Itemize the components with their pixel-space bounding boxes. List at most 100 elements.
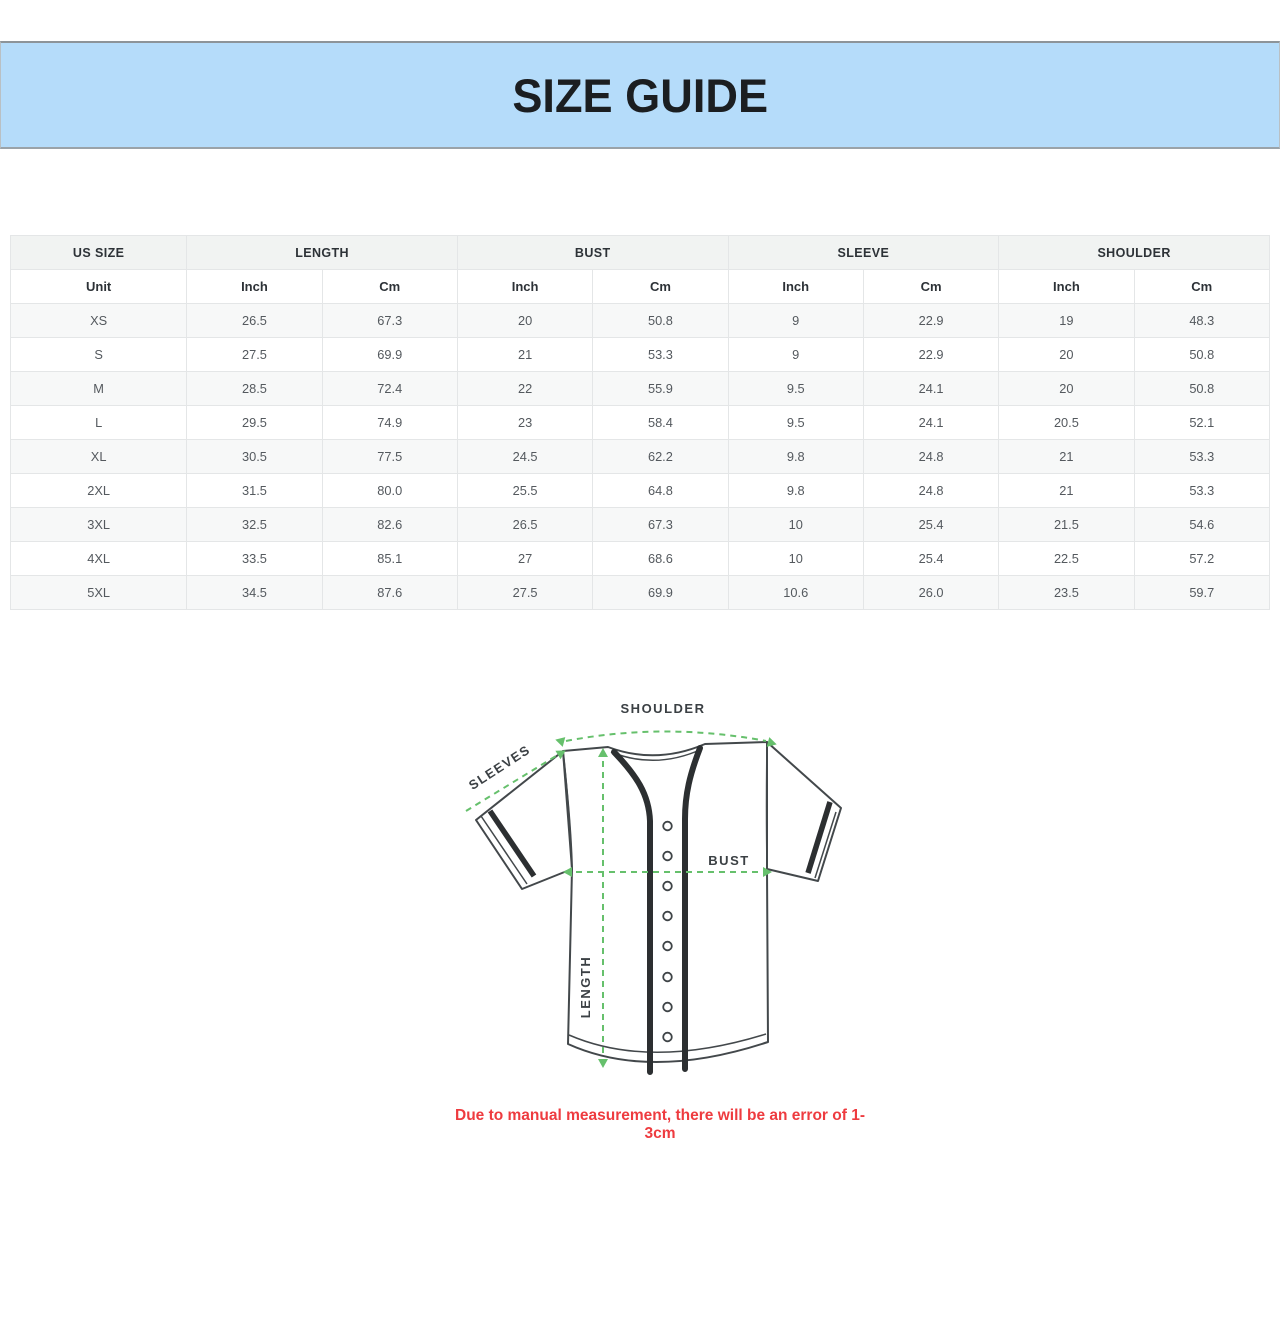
- measurement-value: 33.5: [186, 541, 323, 576]
- measurement-value: 31.5: [186, 473, 323, 508]
- measurement-value: 29.5: [186, 405, 323, 440]
- jersey-buttons: [662, 820, 673, 1043]
- unit-header: Inch: [727, 269, 864, 304]
- measurement-value: 26.0: [862, 575, 1000, 610]
- measurement-value: 22.9: [862, 337, 1000, 372]
- measurement-value: 74.9: [321, 405, 458, 440]
- length-label: LENGTH: [578, 956, 593, 1018]
- measurement-value: 22.9: [862, 303, 1000, 338]
- measurement-value: 19: [998, 303, 1135, 338]
- bust-label: BUST: [708, 853, 749, 868]
- measurement-value: 9.5: [727, 405, 864, 440]
- table-group-header-row: US SIZE LENGTH BUST SLEEVE SHOULDER: [9, 235, 1270, 270]
- left-cuff-line: [480, 815, 528, 885]
- measurement-value: 9.8: [727, 439, 864, 474]
- measurement-value: 20.5: [998, 405, 1135, 440]
- measurement-value: 67.3: [321, 303, 458, 338]
- measurement-value: 21: [456, 337, 594, 372]
- bust-arrowhead-left: [563, 867, 572, 877]
- measurement-value: 30.5: [186, 439, 323, 474]
- measurement-value: 24.1: [862, 371, 1000, 406]
- length-arrowhead-bottom: [598, 1059, 608, 1068]
- measurement-value: 77.5: [321, 439, 458, 474]
- jersey-diagram-svg: SHOULDER SLEEVES BUST LENGTH: [465, 701, 842, 1075]
- measurement-value: 69.9: [592, 575, 729, 610]
- measurement-value: 25.5: [456, 473, 594, 508]
- size-label: XS: [9, 303, 188, 338]
- measurement-value: 20: [998, 337, 1135, 372]
- bust-arrowhead-right: [763, 867, 772, 877]
- measurement-value: 48.3: [1133, 303, 1271, 338]
- measurement-value: 25.4: [862, 507, 1000, 542]
- sleeve-arrowhead: [555, 750, 566, 760]
- measurement-value: 27.5: [186, 337, 323, 372]
- table-row: 2XL 31.5 80.0 25.5 64.8 9.8 24.8 21 53.3: [9, 473, 1271, 508]
- measurement-value: 53.3: [1133, 439, 1271, 474]
- measurement-note: Due to manual measurement, there will be…: [455, 1107, 865, 1142]
- size-label: XL: [9, 439, 188, 474]
- measurement-value: 23: [456, 405, 594, 440]
- size-label: 5XL: [9, 575, 188, 610]
- hem-line: [568, 1033, 767, 1053]
- measurement-value: 9: [727, 337, 864, 372]
- shoulder-label: SHOULDER: [621, 701, 706, 716]
- measurement-value: 28.5: [186, 371, 323, 406]
- right-cuff-line: [814, 811, 837, 879]
- measurement-value: 67.3: [592, 507, 729, 542]
- measurement-value: 85.1: [321, 541, 458, 576]
- measurement-value: 25.4: [862, 541, 1000, 576]
- unit-header: Inch: [998, 269, 1135, 304]
- measurement-value: 10: [727, 507, 864, 542]
- measurement-value: 69.9: [321, 337, 458, 372]
- unit-header: Cm: [1133, 269, 1271, 304]
- size-label: 3XL: [9, 507, 188, 542]
- measurement-value: 54.6: [1133, 507, 1271, 542]
- measurement-value: 64.8: [592, 473, 729, 508]
- page-title: SIZE GUIDE: [512, 68, 768, 122]
- measurement-value: 72.4: [321, 371, 458, 406]
- size-guide-banner: SIZE GUIDE: [0, 41, 1280, 149]
- measurement-value: 59.7: [1133, 575, 1271, 610]
- size-label: S: [9, 337, 188, 372]
- shoulder-measure-arc: [565, 730, 767, 742]
- measurement-value: 9: [727, 303, 864, 338]
- unit-header: Inch: [186, 269, 323, 304]
- column-group-header: LENGTH: [186, 235, 458, 270]
- table-row: XL 30.5 77.5 24.5 62.2 9.8 24.8 21 53.3: [9, 439, 1271, 474]
- table-row: 5XL 34.5 87.6 27.5 69.9 10.6 26.0 23.5 59.7: [9, 575, 1271, 610]
- left-placket-piping: [611, 749, 653, 1075]
- measurement-value: 9.5: [727, 371, 864, 406]
- measurement-value: 27.5: [456, 575, 594, 610]
- measurement-value: 10.6: [727, 575, 864, 610]
- column-group-header: SLEEVE: [727, 235, 1000, 270]
- measurement-value: 53.3: [592, 337, 729, 372]
- measurement-value: 50.8: [592, 303, 729, 338]
- size-table: US SIZE LENGTH BUST SLEEVE SHOULDER Unit Inch…: [9, 235, 1271, 610]
- measurement-value: 20: [998, 371, 1135, 406]
- measurement-value: 23.5: [998, 575, 1135, 610]
- measurement-value: 24.8: [862, 439, 1000, 474]
- size-table-body: XS 26.5 67.3 20 50.8 9 22.9 19 48.3 S 27.5 69.9 21 53…: [9, 303, 1271, 610]
- table-row: S 27.5 69.9 21 53.3 9 22.9 20 50.8: [9, 337, 1271, 372]
- measurement-value: 32.5: [186, 507, 323, 542]
- measurement-value: 55.9: [592, 371, 729, 406]
- unit-header: Unit: [9, 269, 188, 304]
- measurement-value: 21: [998, 439, 1135, 474]
- column-group-header: US SIZE: [9, 235, 188, 270]
- table-row: M 28.5 72.4 22 55.9 9.5 24.1 20 50.8: [9, 371, 1271, 406]
- unit-header: Cm: [321, 269, 458, 304]
- measurement-value: 21.5: [998, 507, 1135, 542]
- size-label: 2XL: [9, 473, 188, 508]
- table-unit-row: Unit Inch Cm Inch Cm Inch Cm Inch Cm: [9, 269, 1271, 304]
- measurement-value: 53.3: [1133, 473, 1271, 508]
- unit-header: Cm: [862, 269, 1000, 304]
- table-row: L 29.5 74.9 23 58.4 9.5 24.1 20.5 52.1: [9, 405, 1271, 440]
- measurement-value: 68.6: [592, 541, 729, 576]
- measurement-value: 24.1: [862, 405, 1000, 440]
- measurement-value: 10: [727, 541, 864, 576]
- jersey-body: [562, 741, 769, 1063]
- column-group-header: SHOULDER: [998, 235, 1270, 270]
- measurement-value: 9.8: [727, 473, 864, 508]
- shoulder-arrowhead-right: [766, 737, 777, 747]
- measurement-value: 80.0: [321, 473, 458, 508]
